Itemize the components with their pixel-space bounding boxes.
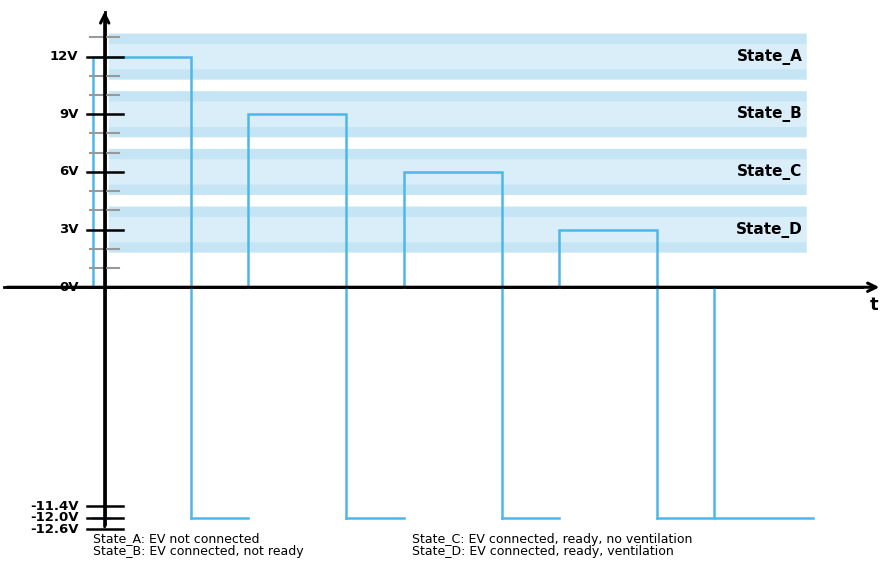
Text: 0V: 0V [59, 280, 78, 294]
FancyBboxPatch shape [108, 102, 806, 127]
Text: 12V: 12V [50, 50, 78, 63]
Text: -12.6V: -12.6V [30, 523, 78, 536]
Text: State_D: EV connected, ready, ventilation: State_D: EV connected, ready, ventilatio… [412, 545, 674, 558]
Text: State_C: EV connected, ready, no ventilation: State_C: EV connected, ready, no ventila… [412, 532, 693, 545]
Text: -11.4V: -11.4V [30, 500, 78, 513]
FancyBboxPatch shape [108, 91, 806, 137]
FancyBboxPatch shape [108, 159, 806, 185]
Text: 3V: 3V [59, 223, 78, 236]
FancyBboxPatch shape [108, 44, 806, 69]
FancyBboxPatch shape [108, 206, 806, 252]
Text: State_A: EV not connected: State_A: EV not connected [92, 532, 260, 545]
FancyBboxPatch shape [108, 217, 806, 242]
Text: 9V: 9V [60, 108, 78, 121]
Text: -12.0V: -12.0V [30, 512, 78, 525]
Text: t: t [869, 296, 878, 314]
Text: State_D: State_D [736, 222, 803, 237]
Text: State_C: State_C [737, 164, 803, 180]
Text: State_B: State_B [737, 106, 803, 122]
Text: State_A: State_A [737, 49, 803, 65]
Text: State_B: EV connected, not ready: State_B: EV connected, not ready [92, 545, 303, 558]
FancyBboxPatch shape [108, 149, 806, 195]
Text: 6V: 6V [59, 165, 78, 178]
FancyBboxPatch shape [108, 34, 806, 80]
